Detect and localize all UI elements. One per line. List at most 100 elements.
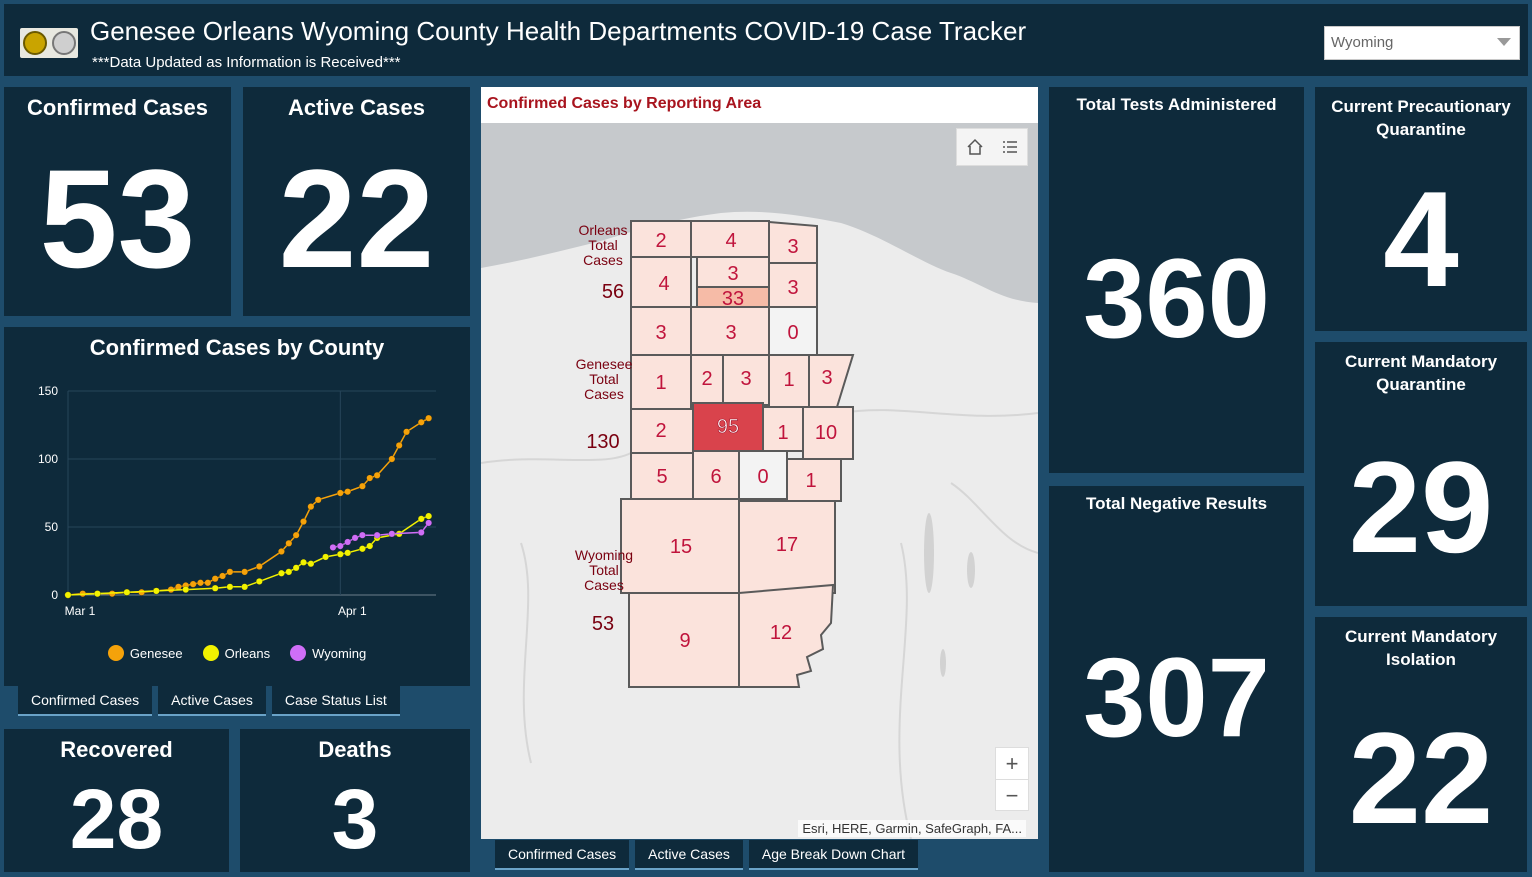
total-negative-value: 307 bbox=[1083, 635, 1270, 760]
area-value-labels: 2 4 3 4 3 3 33 3 3 0 1 2 3 1 3 2 95 1 10… bbox=[655, 230, 837, 652]
mandatory-isolation-value: 22 bbox=[1348, 705, 1494, 851]
mandatory-quarantine-value: 29 bbox=[1348, 434, 1494, 580]
reporting-area-map[interactable]: 2 4 3 4 3 3 33 3 3 0 1 2 3 1 3 2 95 1 10… bbox=[481, 123, 1038, 839]
data-point-orleans bbox=[211, 584, 219, 592]
data-point-genesee bbox=[197, 579, 204, 587]
data-point-orleans bbox=[366, 542, 374, 550]
data-point-orleans bbox=[322, 553, 330, 561]
county-total: 53 bbox=[592, 613, 614, 635]
precautionary-quarantine-value: 4 bbox=[1383, 163, 1459, 315]
tab-confirmed-cases[interactable]: Confirmed Cases bbox=[18, 686, 153, 716]
legend-item-orleans[interactable]: Orleans bbox=[202, 645, 270, 661]
data-point-orleans bbox=[255, 577, 263, 585]
map-toolbar bbox=[956, 128, 1028, 166]
data-point-wyoming bbox=[329, 543, 337, 551]
map-title: Confirmed Cases by Reporting Area bbox=[487, 95, 762, 112]
county-total: 56 bbox=[602, 281, 624, 303]
area-shape[interactable] bbox=[630, 306, 692, 356]
area-value: 5 bbox=[656, 466, 667, 488]
home-icon[interactable] bbox=[958, 131, 992, 163]
recovered-label: Recovered bbox=[60, 737, 173, 762]
county-seal-logo bbox=[22, 31, 47, 55]
area-value: 0 bbox=[787, 322, 798, 344]
area-shape[interactable] bbox=[630, 256, 692, 308]
data-point-genesee bbox=[373, 471, 381, 479]
area-value: 0 bbox=[757, 466, 768, 488]
chart-title: Confirmed Cases by County bbox=[89, 335, 385, 360]
area-shape[interactable] bbox=[802, 406, 854, 460]
data-point-genesee bbox=[344, 488, 352, 496]
area-value: 3 bbox=[740, 368, 751, 390]
area-shape[interactable] bbox=[768, 262, 818, 308]
data-point-genesee bbox=[189, 580, 197, 588]
area-value: 1 bbox=[783, 369, 794, 391]
data-point-genesee bbox=[403, 428, 411, 436]
confirmed-cases-value: 53 bbox=[39, 140, 196, 297]
area-value: 12 bbox=[770, 622, 792, 644]
county-label: Cases bbox=[584, 577, 624, 593]
tab-active-cases[interactable]: Active Cases bbox=[158, 686, 266, 716]
area-value: 9 bbox=[679, 630, 690, 652]
area-shape[interactable] bbox=[620, 498, 740, 594]
legend-label: Wyoming bbox=[312, 645, 367, 661]
page-title: Genesee Orleans Wyoming County Health De… bbox=[90, 16, 1027, 46]
data-point-orleans bbox=[358, 545, 366, 553]
data-point-orleans bbox=[226, 583, 234, 591]
list-icon[interactable] bbox=[993, 131, 1027, 163]
county-label: Total bbox=[589, 562, 619, 578]
county-label: Cases bbox=[583, 252, 623, 268]
area-shape[interactable] bbox=[762, 406, 804, 452]
total-negative-label: Total Negative Results bbox=[1085, 494, 1268, 513]
x-tick-label: Apr 1 bbox=[338, 604, 367, 618]
area-value: 2 bbox=[701, 368, 712, 390]
data-point-genesee bbox=[307, 503, 315, 511]
tab-age-breakdown-chart[interactable]: Age Break Down Chart bbox=[748, 840, 919, 870]
area-shape[interactable] bbox=[692, 402, 764, 452]
series-line-orleans bbox=[67, 515, 429, 596]
series-line-genesee bbox=[67, 417, 429, 596]
area-shape[interactable] bbox=[738, 583, 835, 688]
area-shape[interactable] bbox=[786, 458, 842, 502]
legend-swatch bbox=[202, 645, 219, 661]
mandatory-quarantine-card: Current Mandatory Quarantine 29 bbox=[1315, 342, 1527, 606]
data-point-wyoming bbox=[358, 531, 366, 539]
county-label: Orleans bbox=[578, 222, 627, 238]
data-point-orleans bbox=[182, 586, 190, 594]
area-value: 4 bbox=[658, 273, 669, 295]
data-point-genesee bbox=[425, 414, 433, 422]
data-point-wyoming bbox=[336, 542, 344, 550]
tab-case-status-list[interactable]: Case Status List bbox=[271, 686, 400, 716]
county-line-chart: 0 50 100 150 Mar 1 Apr 1 bbox=[38, 384, 436, 618]
header-bar: Genesee Orleans Wyoming County Health De… bbox=[4, 4, 1528, 76]
zoom-out-button[interactable]: − bbox=[1005, 783, 1019, 808]
active-cases-card: Active Cases 22 bbox=[243, 87, 470, 316]
map-attribution[interactable]: Esri, HERE, Garmin, SafeGraph, FA... bbox=[798, 820, 1026, 837]
y-tick-label: 150 bbox=[38, 384, 58, 398]
total-tests-label: Total Tests Administered bbox=[1076, 95, 1277, 114]
chart-tabs: Confirmed Cases Active Cases Case Status… bbox=[18, 686, 400, 716]
county-seal-logo bbox=[51, 31, 76, 55]
area-value: 95 bbox=[717, 416, 739, 438]
y-tick-label: 50 bbox=[45, 520, 59, 534]
legend-label: Genesee bbox=[129, 645, 183, 661]
map-panel: Confirmed Cases by Reporting Area bbox=[481, 87, 1038, 839]
area-value: 2 bbox=[655, 230, 666, 252]
data-point-orleans bbox=[241, 583, 249, 591]
data-point-orleans bbox=[307, 560, 315, 568]
area-value: 3 bbox=[655, 322, 666, 344]
tab-map-active-cases[interactable]: Active Cases bbox=[635, 840, 743, 870]
chevron-down-icon bbox=[1497, 38, 1511, 46]
county-label: Cases bbox=[584, 386, 624, 402]
zoom-in-button[interactable]: + bbox=[996, 748, 1028, 780]
legend-item-wyoming[interactable]: Wyoming bbox=[290, 645, 366, 661]
data-point-orleans bbox=[417, 515, 425, 523]
area-value: 15 bbox=[670, 536, 692, 558]
tab-map-confirmed-cases[interactable]: Confirmed Cases bbox=[495, 840, 630, 870]
data-point-genesee bbox=[285, 539, 293, 547]
mandatory-isolation-label: Current Mandatory Isolation bbox=[1344, 627, 1498, 669]
county-select[interactable]: Wyoming bbox=[1324, 26, 1520, 60]
data-point-orleans bbox=[93, 590, 101, 598]
legend-item-genesee[interactable]: Genesee bbox=[107, 645, 183, 661]
county-label: Total bbox=[589, 371, 619, 387]
data-point-wyoming bbox=[373, 531, 381, 539]
